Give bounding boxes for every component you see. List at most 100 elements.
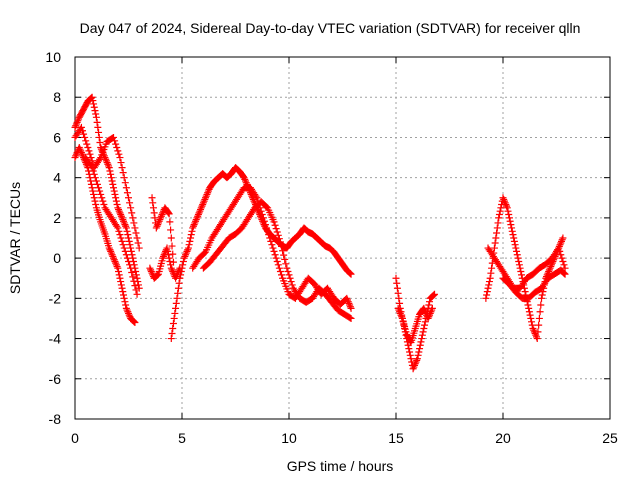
data-point-marker [497, 204, 505, 212]
data-point-marker [194, 212, 202, 220]
data-point-marker [130, 219, 138, 227]
data-point-marker [125, 237, 133, 245]
data-point-marker [71, 123, 79, 131]
data-point-marker [124, 231, 132, 239]
series-track-f [148, 194, 177, 266]
data-point-marker [126, 261, 134, 269]
data-point-marker [127, 264, 135, 272]
data-point-marker [163, 244, 171, 252]
data-point-marker [252, 192, 260, 200]
data-point-marker [395, 294, 403, 302]
data-point-marker [118, 237, 126, 245]
data-point-marker [197, 206, 205, 214]
x-tick-label: 0 [71, 430, 79, 446]
data-point-marker [102, 157, 110, 165]
data-point-marker [426, 309, 434, 317]
data-point-marker [518, 271, 526, 279]
data-point-marker [192, 217, 200, 225]
data-point-marker [431, 290, 439, 298]
data-point-marker [528, 318, 536, 326]
series-track-h [189, 184, 355, 312]
data-point-marker [112, 194, 120, 202]
data-point-marker [283, 264, 291, 272]
data-point-marker [77, 149, 85, 157]
data-point-marker [538, 294, 546, 302]
data-point-marker [521, 288, 529, 296]
data-point-marker [204, 187, 212, 195]
data-point-marker [125, 309, 132, 317]
data-point-marker [132, 271, 140, 279]
data-point-marker [165, 254, 173, 262]
data-point-marker [398, 313, 406, 321]
data-point-marker [105, 244, 113, 252]
data-point-marker [420, 304, 428, 312]
data-point-marker [110, 254, 118, 262]
data-point-marker [557, 239, 565, 247]
y-axis-label: SDTVAR / TECUs [7, 182, 23, 294]
x-tick-label: 15 [388, 430, 404, 446]
data-point-marker [122, 301, 130, 309]
data-point-marker [120, 294, 128, 302]
data-point-marker [95, 133, 103, 141]
data-point-marker [106, 246, 114, 254]
y-tick-label: 2 [53, 210, 61, 226]
data-point-marker [119, 216, 127, 224]
data-point-marker [426, 311, 434, 319]
data-point-marker [272, 225, 280, 233]
data-point-marker [103, 159, 111, 167]
data-point-marker [97, 190, 105, 198]
data-point-marker [114, 264, 122, 272]
data-point-marker [517, 268, 525, 276]
data-point-marker [419, 328, 427, 336]
data-point-marker [150, 209, 158, 217]
data-point-marker [95, 184, 103, 192]
data-point-marker [346, 270, 354, 278]
series-track-l [482, 194, 567, 343]
data-point-marker [482, 294, 490, 302]
data-point-marker [112, 259, 120, 267]
y-tick-label: 8 [53, 89, 61, 105]
data-point-marker [78, 150, 86, 158]
data-point-marker [535, 321, 543, 329]
data-point-marker [131, 224, 139, 232]
data-point-marker [134, 239, 142, 247]
data-point-marker [559, 234, 567, 242]
data-point-marker [429, 292, 437, 300]
data-point-marker [117, 234, 125, 242]
data-point-marker [500, 197, 508, 205]
data-point-marker [113, 200, 121, 208]
data-point-marker [412, 358, 420, 366]
data-point-marker [111, 137, 119, 145]
data-point-marker [126, 241, 134, 249]
data-point-marker [500, 195, 508, 203]
data-point-marker [493, 229, 501, 237]
data-point-marker [181, 252, 189, 260]
data-point-marker [132, 286, 140, 294]
data-point-marker [428, 304, 436, 312]
data-point-marker [555, 244, 563, 252]
data-point-marker [346, 303, 354, 311]
y-tick-label: -2 [49, 290, 62, 306]
data-point-marker [529, 325, 537, 332]
data-point-marker [487, 269, 495, 277]
data-point-marker [427, 308, 435, 316]
data-point-marker [198, 202, 206, 210]
data-point-marker [486, 274, 494, 282]
data-point-marker [189, 222, 197, 230]
data-point-marker [424, 314, 432, 322]
data-point-marker [495, 214, 503, 222]
data-point-marker [102, 155, 110, 163]
data-point-marker [507, 221, 515, 229]
data-point-marker [111, 190, 119, 198]
data-point-marker [275, 264, 283, 272]
data-point-marker [124, 308, 132, 316]
data-point-marker [149, 199, 157, 207]
data-point-marker [182, 249, 190, 257]
data-point-marker [91, 107, 99, 115]
data-point-marker [197, 204, 205, 212]
data-point-marker [259, 214, 267, 222]
data-point-marker [515, 257, 523, 265]
data-point-marker [501, 199, 509, 207]
data-point-marker [115, 268, 123, 276]
data-point-marker [167, 335, 175, 343]
